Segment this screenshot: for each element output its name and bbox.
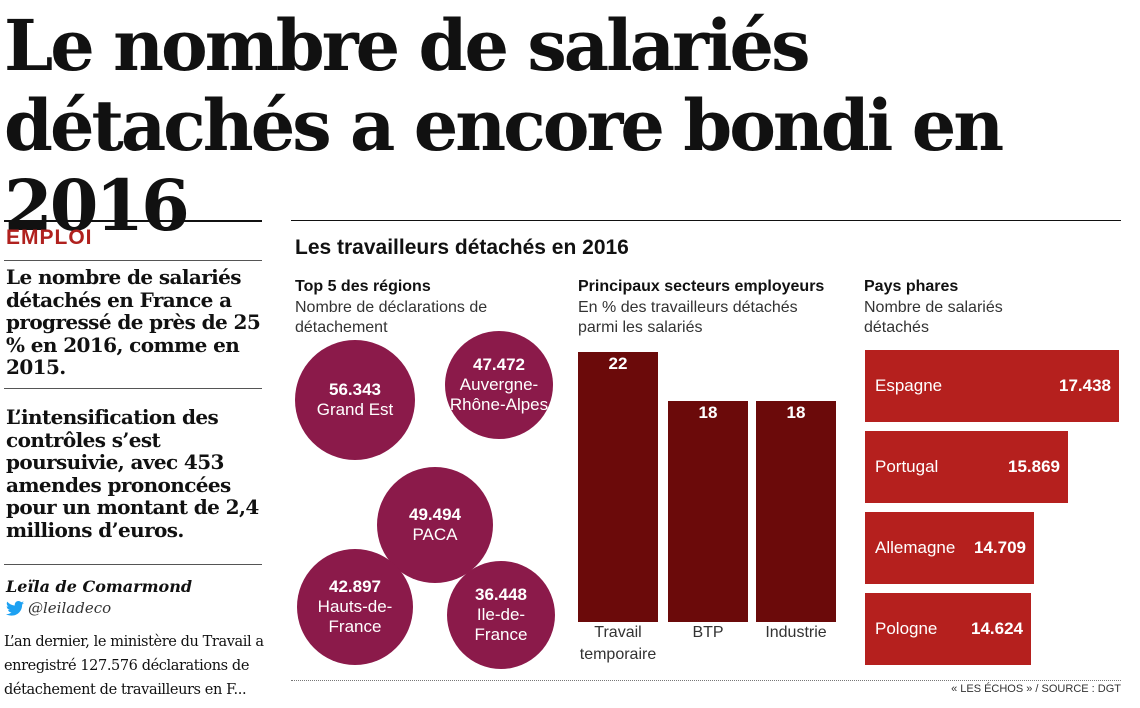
region-bubble: 36.448 Ile-de- France	[447, 561, 555, 669]
countries-title: Pays phares	[864, 278, 959, 295]
region-bubble: 47.472 Auvergne- Rhône-Alpes	[445, 331, 553, 439]
countries-subtitle: Nombre de salariés détachés	[864, 299, 1003, 336]
country-label: Allemagne	[875, 538, 956, 557]
sector-label: Travail temporaire	[579, 624, 657, 663]
region-label: Grand Est	[316, 400, 394, 419]
divider	[4, 220, 262, 222]
sectors-subtitle: En % des travailleurs détachés parmi les…	[578, 299, 798, 336]
sector-value: 22	[608, 354, 628, 373]
lead-paragraph-2: L’intensification des contrôles s’est po…	[6, 405, 259, 542]
region-label: PACA	[412, 525, 458, 544]
sector-value: 18	[698, 403, 718, 422]
article-sidebar: EMPLOI Le nombre de salariés détachés en…	[4, 220, 264, 708]
region-bubble: 42.897 Hauts-de- France	[297, 549, 413, 665]
infographic: Les travailleurs détachés en 2016 Top 5 …	[291, 220, 1121, 708]
country-label: Portugal	[875, 457, 939, 476]
region-label: Hauts-de- France	[317, 597, 393, 636]
author-twitter[interactable]: @leiladeco	[6, 599, 111, 617]
region-label: Ile-de- France	[474, 605, 528, 644]
section-label: EMPLOI	[6, 226, 93, 249]
twitter-bird-icon	[6, 600, 24, 616]
country-value: 15.869	[1008, 457, 1060, 476]
country-bar: Portugal 15.869	[865, 431, 1068, 503]
regions-subtitle: Nombre de déclarations de détachement	[295, 299, 488, 336]
country-bar: Pologne 14.624	[865, 593, 1031, 665]
region-bubble: 56.343 Grand Est	[295, 340, 415, 460]
region-value: 47.472	[473, 355, 525, 374]
country-value: 14.709	[974, 538, 1026, 557]
region-value: 56.343	[329, 380, 381, 399]
lead-paragraph-1: Le nombre de salariés détachés en France…	[6, 265, 261, 379]
divider	[4, 388, 262, 389]
source-credit: « LES ÉCHOS » / SOURCE : DGT	[951, 683, 1121, 695]
article-body: L’an dernier, le ministère du Travail a …	[4, 634, 264, 698]
country-value: 17.438	[1059, 376, 1111, 395]
infographic-title: Les travailleurs détachés en 2016	[295, 236, 629, 259]
region-value: 42.897	[329, 577, 381, 596]
sector-bar	[668, 401, 748, 622]
region-value: 36.448	[475, 585, 527, 604]
country-bar: Allemagne 14.709	[865, 512, 1034, 584]
divider	[4, 564, 262, 565]
sector-bar	[756, 401, 836, 622]
sector-label: BTP	[692, 624, 724, 641]
region-value: 49.494	[409, 505, 461, 524]
countries-bar-chart: Espagne 17.438 Portugal 15.869 Allemagne 14.7…	[865, 350, 1125, 665]
sector-label: Industrie	[765, 624, 827, 641]
sector-bar	[578, 352, 658, 622]
twitter-handle: @leiladeco	[28, 599, 112, 617]
regions-title: Top 5 des régions	[295, 278, 431, 295]
country-bar: Espagne 17.438	[865, 350, 1119, 422]
sector-value: 18	[786, 403, 806, 422]
country-label: Pologne	[875, 619, 938, 638]
divider	[4, 260, 262, 261]
region-bubble: 49.494 PACA	[377, 467, 493, 583]
region-label: Auvergne- Rhône-Alpes	[449, 375, 549, 414]
divider	[291, 680, 1121, 682]
country-label: Espagne	[875, 376, 943, 395]
sectors-title: Principaux secteurs employeurs	[578, 278, 825, 295]
headline: Le nombre de salariés détachés a encore …	[4, 4, 1004, 247]
author-name: Leïla de Comarmond	[6, 577, 193, 596]
country-value: 14.624	[971, 619, 1023, 638]
divider	[291, 220, 1121, 221]
sectors-bar-chart: 22 Travail temporaire 18 BTP 18 Industrie	[578, 350, 838, 663]
